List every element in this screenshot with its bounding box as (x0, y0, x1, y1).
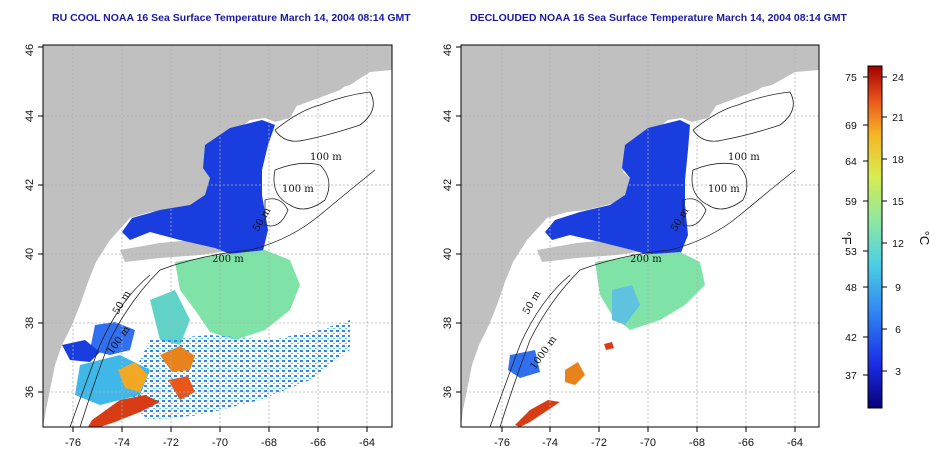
colorbar-c-tick: 21 (892, 112, 904, 124)
colorbar-f-tick: 37 (845, 370, 857, 382)
right-panel-title: DECLOUDED NOAA 16 Sea Surface Temperatur… (470, 12, 847, 24)
lon-tick-label: -64 (359, 437, 375, 449)
lat-tick-label: 40 (442, 248, 454, 260)
left-map-frame (42, 44, 393, 428)
right-map: 100 m 100 m 50 m 200 m 50 m 1000 m (461, 45, 819, 427)
bathymetry-contours (69, 91, 376, 427)
colorbar-f-tick: 64 (845, 156, 857, 168)
lat-tick-label: 44 (24, 110, 36, 122)
lat-tick-label: 42 (442, 179, 454, 191)
colorbar-c-tick: 3 (895, 366, 901, 378)
contour-label: 100 m (310, 152, 342, 163)
lat-tick-label: 38 (24, 317, 36, 329)
lon-tick-label: -66 (310, 437, 326, 449)
colorbar-f-tick: 42 (845, 332, 857, 344)
contour-label: 100 m (728, 152, 760, 163)
right-map-frame (460, 44, 820, 428)
contour-label: 200 m (212, 254, 244, 265)
colorbar-f-tick: 75 (845, 72, 857, 84)
left-map: 100 m 100 m 50 m 200 m 50 m 100 m (43, 45, 392, 427)
lon-tick-label: -74 (542, 437, 558, 449)
contour-label: 100 m (708, 184, 740, 195)
lat-tick-label: 36 (24, 386, 36, 398)
lon-tick-label: -76 (494, 437, 510, 449)
colorbar-c-tick: 18 (892, 154, 904, 166)
lon-tick-label: -70 (212, 437, 228, 449)
lon-tick-label: -72 (163, 437, 179, 449)
lon-tick-label: -74 (114, 437, 130, 449)
colorbar-f-tick: 48 (845, 282, 857, 294)
axis-ticks (38, 46, 796, 432)
colorbar-gradient (867, 65, 883, 409)
lat-tick-label: 42 (24, 179, 36, 191)
colorbar-c-tick: 15 (892, 196, 904, 208)
left-panel-title: RU COOL NOAA 16 Sea Surface Temperature … (52, 12, 411, 24)
lon-tick-label: -64 (787, 437, 803, 449)
colorbar-c-tick: 24 (892, 72, 904, 84)
colorbar-c-tick: 6 (895, 324, 901, 336)
colorbar-f-tick: 69 (845, 120, 857, 132)
fahrenheit-unit-label: °F (839, 231, 854, 244)
contour-label: 200 m (630, 254, 662, 265)
lon-tick-label: -68 (261, 437, 277, 449)
colorbar-f-tick: 59 (845, 196, 857, 208)
sst-cold-region (122, 120, 275, 258)
lat-tick-label: 46 (24, 44, 36, 56)
contour-label: 100 m (282, 184, 314, 195)
celsius-unit-label: °C (917, 231, 932, 246)
sst-warm-region (88, 395, 160, 427)
lat-tick-label: 38 (442, 317, 454, 329)
colorbar-f-tick: 53 (845, 246, 857, 258)
lat-tick-label: 40 (24, 248, 36, 260)
lon-tick-label: -72 (591, 437, 607, 449)
lon-tick-label: -68 (689, 437, 705, 449)
lon-tick-label: -76 (65, 437, 81, 449)
lon-tick-label: -70 (640, 437, 656, 449)
lon-tick-label: -66 (738, 437, 754, 449)
lat-tick-label: 44 (442, 110, 454, 122)
colorbar-c-tick: 12 (892, 238, 904, 250)
land-mass (43, 45, 392, 427)
lat-tick-label: 36 (442, 386, 454, 398)
colorbar: 75 69 64 59 53 48 42 37 24 21 18 15 12 9… (839, 65, 932, 409)
colorbar-c-tick: 9 (895, 282, 901, 294)
lat-tick-label: 46 (442, 44, 454, 56)
